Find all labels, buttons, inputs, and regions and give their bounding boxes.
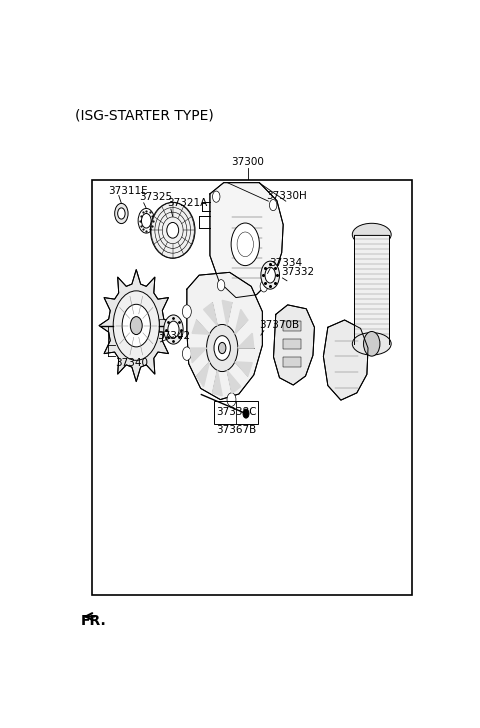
Text: 37367B: 37367B — [216, 425, 256, 435]
Bar — [215, 401, 258, 424]
Polygon shape — [222, 301, 232, 325]
Polygon shape — [210, 183, 283, 298]
Ellipse shape — [167, 223, 179, 238]
Polygon shape — [204, 303, 217, 325]
Bar — [159, 319, 170, 332]
Circle shape — [206, 325, 238, 371]
Circle shape — [122, 304, 150, 347]
Circle shape — [243, 409, 249, 418]
Circle shape — [168, 321, 179, 338]
Bar — [283, 321, 301, 331]
Circle shape — [231, 223, 259, 266]
Polygon shape — [324, 320, 368, 400]
Text: 37370B: 37370B — [259, 320, 299, 330]
Text: 37334: 37334 — [269, 258, 302, 268]
Circle shape — [115, 203, 128, 223]
Text: 37300: 37300 — [231, 157, 264, 167]
Circle shape — [260, 281, 267, 292]
Text: 37338C: 37338C — [216, 408, 257, 417]
Polygon shape — [197, 362, 210, 387]
Polygon shape — [238, 333, 254, 348]
Circle shape — [164, 315, 183, 344]
Text: 37325: 37325 — [139, 192, 172, 202]
Polygon shape — [235, 309, 248, 334]
Bar — [92, 180, 411, 595]
Text: FR.: FR. — [81, 614, 106, 628]
Circle shape — [261, 261, 279, 289]
Circle shape — [217, 280, 225, 291]
Circle shape — [218, 342, 226, 354]
Polygon shape — [213, 371, 222, 396]
Circle shape — [130, 317, 142, 335]
Circle shape — [214, 336, 230, 360]
Polygon shape — [192, 320, 210, 334]
Circle shape — [363, 331, 380, 356]
Bar — [283, 357, 301, 367]
Bar — [354, 234, 389, 344]
Bar — [283, 339, 301, 349]
Text: 37332: 37332 — [281, 267, 314, 277]
Circle shape — [269, 199, 277, 210]
Ellipse shape — [352, 333, 391, 355]
Text: 37342: 37342 — [156, 331, 190, 341]
Text: (ISG-STARTER TYPE): (ISG-STARTER TYPE) — [75, 108, 214, 122]
Circle shape — [213, 191, 220, 202]
Polygon shape — [274, 305, 314, 385]
Polygon shape — [99, 269, 173, 381]
Polygon shape — [235, 362, 252, 376]
Text: 37340: 37340 — [115, 357, 148, 368]
Circle shape — [182, 347, 192, 360]
Polygon shape — [191, 348, 206, 363]
Text: 37321A: 37321A — [167, 199, 207, 208]
Circle shape — [113, 291, 159, 360]
Ellipse shape — [150, 202, 195, 258]
Polygon shape — [227, 371, 241, 393]
Text: 37330H: 37330H — [266, 191, 307, 201]
Circle shape — [118, 208, 125, 219]
Circle shape — [182, 305, 192, 318]
Circle shape — [227, 393, 236, 406]
Circle shape — [265, 267, 276, 283]
Polygon shape — [187, 272, 263, 400]
Text: 37311E: 37311E — [108, 186, 148, 196]
Ellipse shape — [352, 223, 391, 246]
